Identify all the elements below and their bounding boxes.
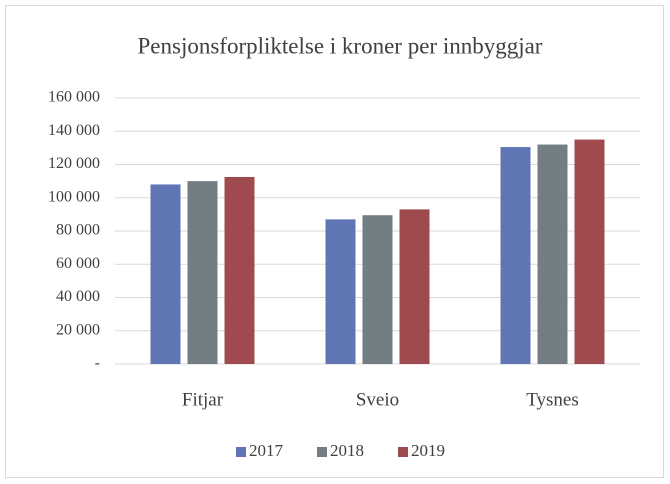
bar bbox=[187, 181, 218, 364]
y-tick-label: 60 000 bbox=[56, 255, 100, 272]
chart-title: Pensjonsforpliktelse i kroner per innbyg… bbox=[138, 33, 543, 58]
bar bbox=[399, 209, 430, 364]
y-tick-label: 160 000 bbox=[48, 89, 100, 106]
bar bbox=[224, 176, 255, 364]
bar bbox=[537, 144, 568, 364]
legend-swatch bbox=[317, 447, 327, 457]
y-tick-label: 100 000 bbox=[48, 188, 100, 205]
x-tick-label: Tysnes bbox=[526, 389, 579, 410]
bar bbox=[500, 147, 531, 364]
legend-swatch bbox=[236, 447, 246, 457]
x-tick-label: Sveio bbox=[356, 389, 399, 410]
x-tick-label: Fitjar bbox=[182, 389, 224, 410]
bar bbox=[150, 184, 181, 364]
legend-label: 2017 bbox=[249, 441, 284, 460]
y-tick-label: - bbox=[95, 355, 100, 372]
y-tick-label: 20 000 bbox=[56, 321, 100, 338]
bar bbox=[325, 219, 356, 364]
legend-swatch bbox=[398, 447, 408, 457]
y-tick-label: 40 000 bbox=[56, 288, 100, 305]
y-tick-label: 140 000 bbox=[48, 122, 100, 139]
legend-label: 2019 bbox=[411, 441, 445, 460]
legend-label: 2018 bbox=[330, 441, 364, 460]
bar bbox=[574, 139, 605, 364]
y-tick-label: 120 000 bbox=[48, 155, 100, 172]
y-tick-label: 80 000 bbox=[56, 222, 100, 239]
bar bbox=[362, 215, 393, 364]
